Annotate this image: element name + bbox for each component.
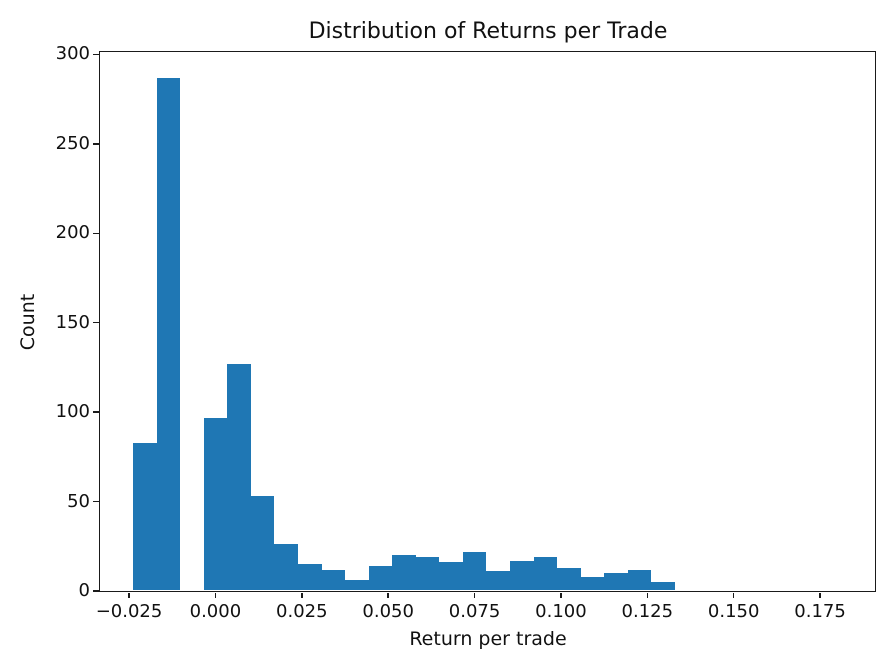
y-tick-mark xyxy=(92,500,99,503)
x-tick-label: 0.150 xyxy=(707,601,760,622)
x-tick-mark xyxy=(387,592,389,598)
histogram-bar xyxy=(274,544,299,590)
histogram-bar xyxy=(227,363,251,590)
x-tick-label: 0.050 xyxy=(362,601,414,622)
y-tick-mark xyxy=(92,143,99,145)
histogram-bar xyxy=(604,573,628,590)
x-tick-mark xyxy=(128,592,130,598)
histogram-bar xyxy=(627,569,652,590)
x-tick-mark xyxy=(646,592,649,598)
y-tick-mark xyxy=(92,590,99,592)
x-tick-label: 0.075 xyxy=(448,601,501,622)
histogram-bar xyxy=(203,417,228,590)
histogram-bar xyxy=(462,551,487,590)
histogram-bar xyxy=(133,442,157,590)
x-tick-label: 0.100 xyxy=(535,601,587,622)
x-tick-mark xyxy=(473,592,476,598)
x-tick-mark xyxy=(819,592,821,598)
x-axis-label: Return per trade xyxy=(409,628,567,650)
histogram-bar xyxy=(321,569,346,590)
chart-title: Distribution of Returns per Trade xyxy=(308,19,668,44)
y-tick-mark xyxy=(92,232,99,235)
y-tick-mark xyxy=(92,321,99,324)
x-tick-label: −0.025 xyxy=(95,601,163,622)
histogram-bar xyxy=(439,562,463,590)
x-tick-label: 0.175 xyxy=(794,601,846,622)
x-tick-label: 0.025 xyxy=(276,601,328,622)
y-tick-label: 100 xyxy=(55,401,90,423)
histogram-bar xyxy=(486,571,511,590)
histogram-bar xyxy=(580,576,605,590)
x-tick-mark xyxy=(301,592,303,598)
histogram-bar xyxy=(392,555,416,590)
histogram-bar xyxy=(533,557,558,590)
y-tick-label: 250 xyxy=(55,132,90,154)
y-tick-label: 200 xyxy=(55,222,90,244)
y-tick-mark xyxy=(92,411,99,413)
histogram-bar xyxy=(557,567,581,590)
x-tick-mark xyxy=(732,592,735,598)
histogram-bar xyxy=(156,77,181,590)
y-tick-label: 0 xyxy=(78,580,90,601)
y-tick-label: 150 xyxy=(55,311,90,333)
x-tick-mark xyxy=(560,592,562,598)
x-tick-mark xyxy=(214,592,217,598)
histogram-bar xyxy=(368,565,393,590)
histogram-bar xyxy=(415,557,440,590)
x-tick-label: 0.000 xyxy=(189,601,242,622)
y-tick-label: 300 xyxy=(55,43,90,65)
histogram-bar xyxy=(298,564,322,590)
histogram-bar xyxy=(250,496,275,590)
histogram-bar xyxy=(345,580,369,590)
x-tick-label: 0.125 xyxy=(621,601,674,622)
y-tick-label: 50 xyxy=(67,490,90,512)
y-tick-mark xyxy=(92,53,99,56)
histogram-bar xyxy=(510,560,534,590)
histogram-bar xyxy=(651,582,675,590)
